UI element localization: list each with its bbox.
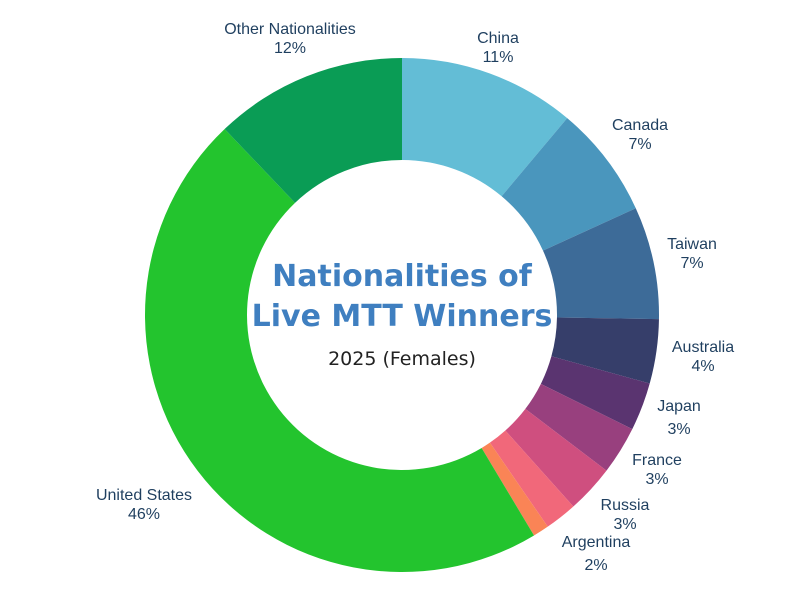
chart-subtitle: 2025 (Females) <box>328 348 476 370</box>
label-argentina-percent: 2% <box>584 557 607 574</box>
label-other-nationalities-name: Other Nationalities <box>224 21 356 38</box>
label-australia-percent: 4% <box>691 358 714 375</box>
slice-australia <box>551 317 659 384</box>
label-taiwan-percent: 7% <box>680 255 703 272</box>
center-text-group: Nationalities of Live MTT Winners 2025 (… <box>252 259 553 370</box>
label-japan-percent: 3% <box>667 421 690 438</box>
slice-other-nationalities <box>224 58 402 203</box>
label-argentina-name: Argentina <box>562 534 631 551</box>
label-russia-percent: 3% <box>613 516 636 533</box>
label-australia-name: Australia <box>672 339 734 356</box>
chart-title-line-1: Nationalities of <box>272 259 533 294</box>
label-canada-name: Canada <box>612 117 668 134</box>
labels-group: China 11% Canada 7% Taiwan 7% Australia 4% Japan… <box>96 21 734 574</box>
slice-taiwan <box>542 208 659 320</box>
label-china-percent: 11% <box>483 49 514 66</box>
slice-japan <box>540 356 650 430</box>
label-france-percent: 3% <box>645 471 668 488</box>
label-china-name: China <box>477 30 519 47</box>
label-canada-percent: 7% <box>628 136 651 153</box>
slice-canada <box>501 118 636 251</box>
slice-china <box>402 58 568 197</box>
label-russia-name: Russia <box>601 497 650 514</box>
label-france-name: France <box>632 452 682 469</box>
label-united-states-percent: 46% <box>128 506 160 523</box>
slice-france <box>525 383 633 471</box>
label-other-nationalities-percent: 12% <box>274 40 306 57</box>
label-taiwan-name: Taiwan <box>667 236 717 253</box>
label-united-states-name: United States <box>96 487 192 504</box>
slice-unlabeled <box>481 442 548 536</box>
slices-group <box>145 58 659 572</box>
slice-united-states <box>145 129 535 572</box>
chart-title-line-2: Live MTT Winners <box>252 299 553 334</box>
slice-argentina <box>489 430 574 527</box>
label-japan-name: Japan <box>657 398 701 415</box>
slice-russia <box>505 408 607 507</box>
